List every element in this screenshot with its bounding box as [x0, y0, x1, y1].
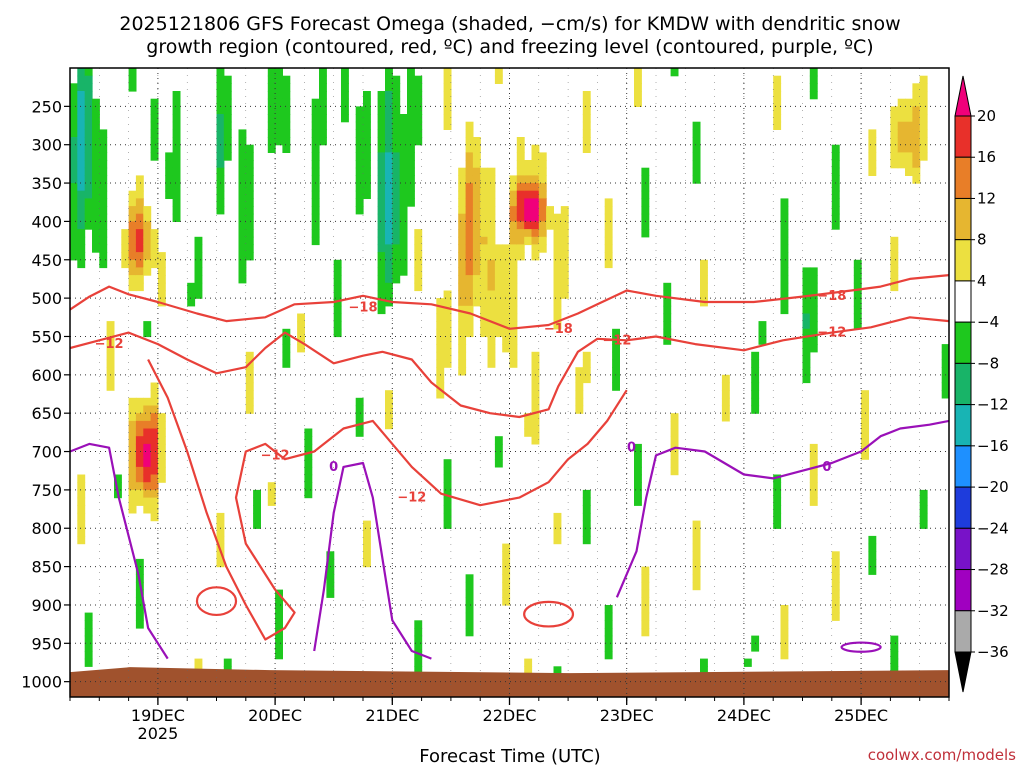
- x-axis-label: Forecast Time (UTC): [419, 746, 600, 767]
- colorbar-segment: [954, 527, 972, 571]
- x-tick-label: 25DEC: [834, 706, 888, 725]
- y-tick-label: 550: [31, 327, 62, 346]
- colorbar: 20 16 12 8 4 −4 −8 −12 −16 −20 −24 −28 −32 −36: [954, 75, 1009, 693]
- contour-label: −18: [817, 289, 846, 304]
- contour-freezing-level-0c-21dec: [313, 461, 432, 660]
- colorbar-segment: [954, 404, 972, 447]
- terrain-layer: [70, 667, 949, 697]
- contour-closed-loop: [840, 641, 882, 653]
- contour-label: −12: [817, 326, 846, 341]
- y-tick-label: 1000: [21, 673, 62, 692]
- contour-label: 0: [329, 460, 338, 475]
- colorbar-label: 8: [977, 231, 987, 249]
- y-tick-label: 950: [31, 634, 62, 653]
- contour-label: 0: [822, 460, 831, 475]
- colorbar-label: 12: [977, 189, 996, 207]
- contour-label: −18: [349, 300, 378, 315]
- colorbar-label: −24: [977, 519, 1009, 537]
- contour-label: 0: [627, 441, 636, 456]
- colorbar-segment: [954, 486, 972, 529]
- contour-label-layer: −12 −18 −12 −12 −18 −12 −18 −12 0 0 0: [95, 289, 847, 506]
- y-tick-label: 250: [31, 97, 62, 116]
- contour-freezing-level-0c: [615, 419, 949, 598]
- contour-label: −12: [261, 448, 290, 463]
- colorbar-segment: [954, 569, 972, 612]
- chart-title-line2: growth region (contoured, red, ºC) and f…: [146, 36, 873, 58]
- y-tick-label: 650: [31, 404, 62, 423]
- contour-freezing-level-0c-19dec: [70, 442, 169, 660]
- credit-text: coolwx.com/models: [868, 746, 1016, 764]
- colorbar-segment: [954, 197, 972, 241]
- y-tick-label: 350: [31, 174, 62, 193]
- colorbar-label: −4: [977, 313, 999, 331]
- y-tick-label: 800: [31, 519, 62, 538]
- y-tick-label: 900: [31, 596, 62, 615]
- y-tick-label: 850: [31, 558, 62, 577]
- contour-label: −12: [602, 333, 631, 348]
- contour-closed-loop: [523, 600, 575, 628]
- colorbar-segment: [954, 362, 972, 406]
- chart-title-line1: 2025121806 GFS Forecast Omega (shaded, −…: [119, 13, 900, 35]
- x-tick-label: 19DEC: [131, 706, 185, 725]
- contour-label: −12: [95, 337, 124, 352]
- x-tick-sublabel: 2025: [138, 724, 179, 743]
- omega-shading-layer: [70, 68, 949, 697]
- x-tick-label: 20DEC: [248, 706, 302, 725]
- terrain-fill: [70, 667, 949, 697]
- colorbar-label: −16: [977, 437, 1009, 455]
- y-tick-label: 400: [31, 212, 62, 231]
- contour-dgz-minus12-lower: [147, 358, 628, 641]
- y-tick-label: 600: [31, 366, 62, 385]
- colorbar-label: −36: [977, 643, 1009, 661]
- colorbar-segment: [954, 156, 972, 199]
- colorbar-label: 16: [977, 148, 996, 166]
- colorbar-label: −12: [977, 396, 1009, 414]
- x-tick-label: 21DEC: [365, 706, 419, 725]
- colorbar-label: −32: [977, 602, 1009, 620]
- contour-label: −12: [397, 491, 426, 506]
- x-tick-label: 24DEC: [717, 706, 771, 725]
- colorbar-segment: [954, 321, 972, 364]
- y-axis: 250 300 350 400 450 500 550 600 650 700 750 800 850 9…: [21, 97, 70, 692]
- x-tick-label: 22DEC: [483, 706, 537, 725]
- colorbar-segment: [954, 445, 972, 488]
- y-tick-label: 700: [31, 443, 62, 462]
- contour-layer: [70, 274, 949, 660]
- colorbar-label: −28: [977, 561, 1009, 579]
- colorbar-top-triangle: [954, 75, 972, 117]
- colorbar-label: 4: [977, 272, 987, 290]
- y-tick-label: 300: [31, 136, 62, 155]
- colorbar-label: −8: [977, 354, 999, 372]
- x-tick-label: 23DEC: [600, 706, 654, 725]
- colorbar-segment: [954, 115, 972, 158]
- contour-label: −18: [544, 322, 573, 337]
- colorbar-label: −20: [977, 478, 1009, 496]
- colorbar-segment: [954, 239, 972, 282]
- colorbar-segment: [954, 610, 972, 653]
- contour-dgz-minus18: [70, 274, 949, 330]
- y-tick-label: 500: [31, 289, 62, 308]
- colorbar-segment: [954, 280, 972, 323]
- y-tick-label: 750: [31, 481, 62, 500]
- y-tick-label: 450: [31, 251, 62, 270]
- contour-dgz-minus12-upper: [70, 316, 949, 419]
- colorbar-bottom-triangle: [954, 651, 972, 693]
- colorbar-label: 20: [977, 107, 996, 125]
- contour-closed-loop: [195, 586, 238, 617]
